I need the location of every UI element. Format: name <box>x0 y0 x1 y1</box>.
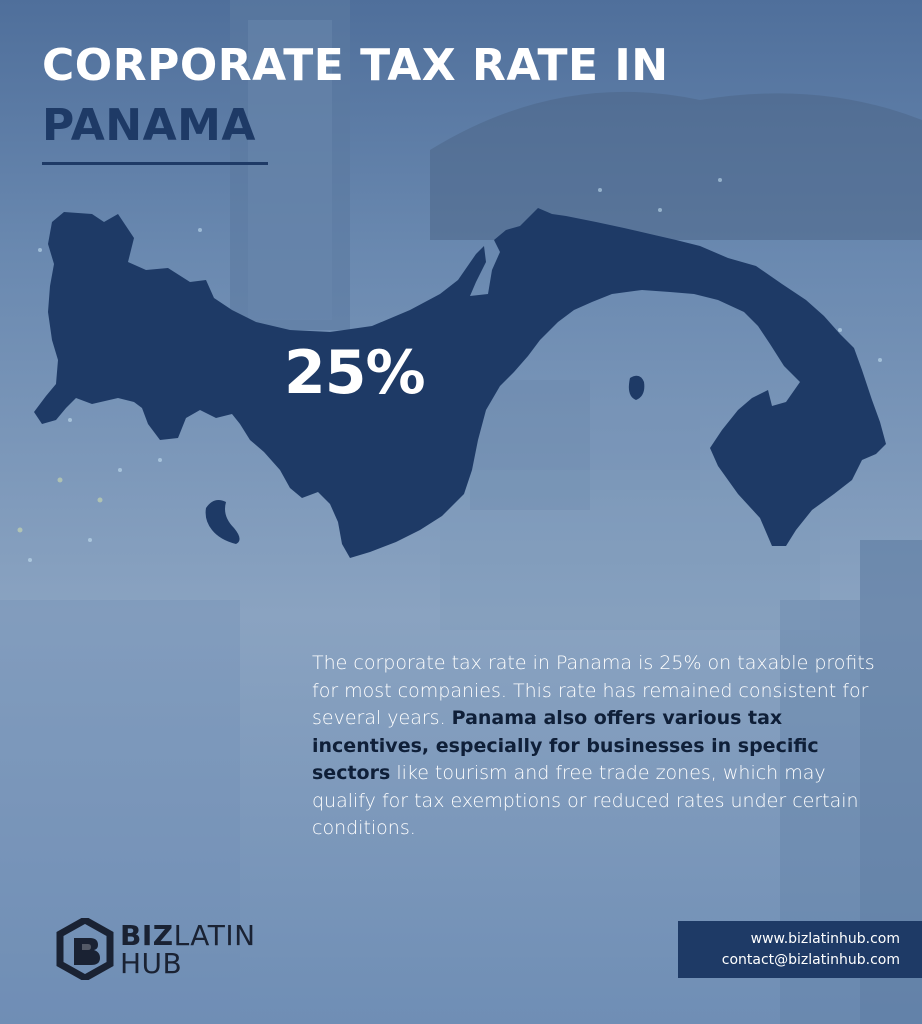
tax-rate-value: 25% <box>284 338 426 408</box>
brand-name-line-2: HUB <box>120 947 183 980</box>
description-text-outro: like tourism and free trade zones, which… <box>312 762 859 839</box>
title-underline <box>42 162 268 165</box>
description-paragraph: The corporate tax rate in Panama is 25% … <box>312 650 892 843</box>
brand-word-biz: BIZ <box>120 919 174 952</box>
contact-box: www.bizlatinhub.com contact@bizlatinhub.… <box>678 921 922 978</box>
page-title: CORPORATE TAX RATE IN PANAMA <box>42 36 669 156</box>
title-line-1: CORPORATE TAX RATE IN <box>42 40 669 91</box>
description-text-bold: Panama also offers various tax incentive… <box>312 707 819 784</box>
panama-island-pearl <box>628 375 645 400</box>
title-line-2: PANAMA <box>42 100 256 151</box>
brand-name-line-1: BIZLATIN <box>120 922 256 950</box>
panama-island-west <box>205 500 240 544</box>
brand-word-latin: LATIN <box>173 919 256 952</box>
description-text-intro: The corporate tax rate in Panama is 25% … <box>312 652 875 729</box>
bizlatinhub-logo-icon <box>56 918 114 980</box>
contact-email[interactable]: contact@bizlatinhub.com <box>721 952 900 968</box>
bizlatinhub-logo: BIZLATIN HUB <box>56 918 266 980</box>
panama-mainland-shape <box>34 208 886 558</box>
contact-website[interactable]: www.bizlatinhub.com <box>750 931 900 947</box>
